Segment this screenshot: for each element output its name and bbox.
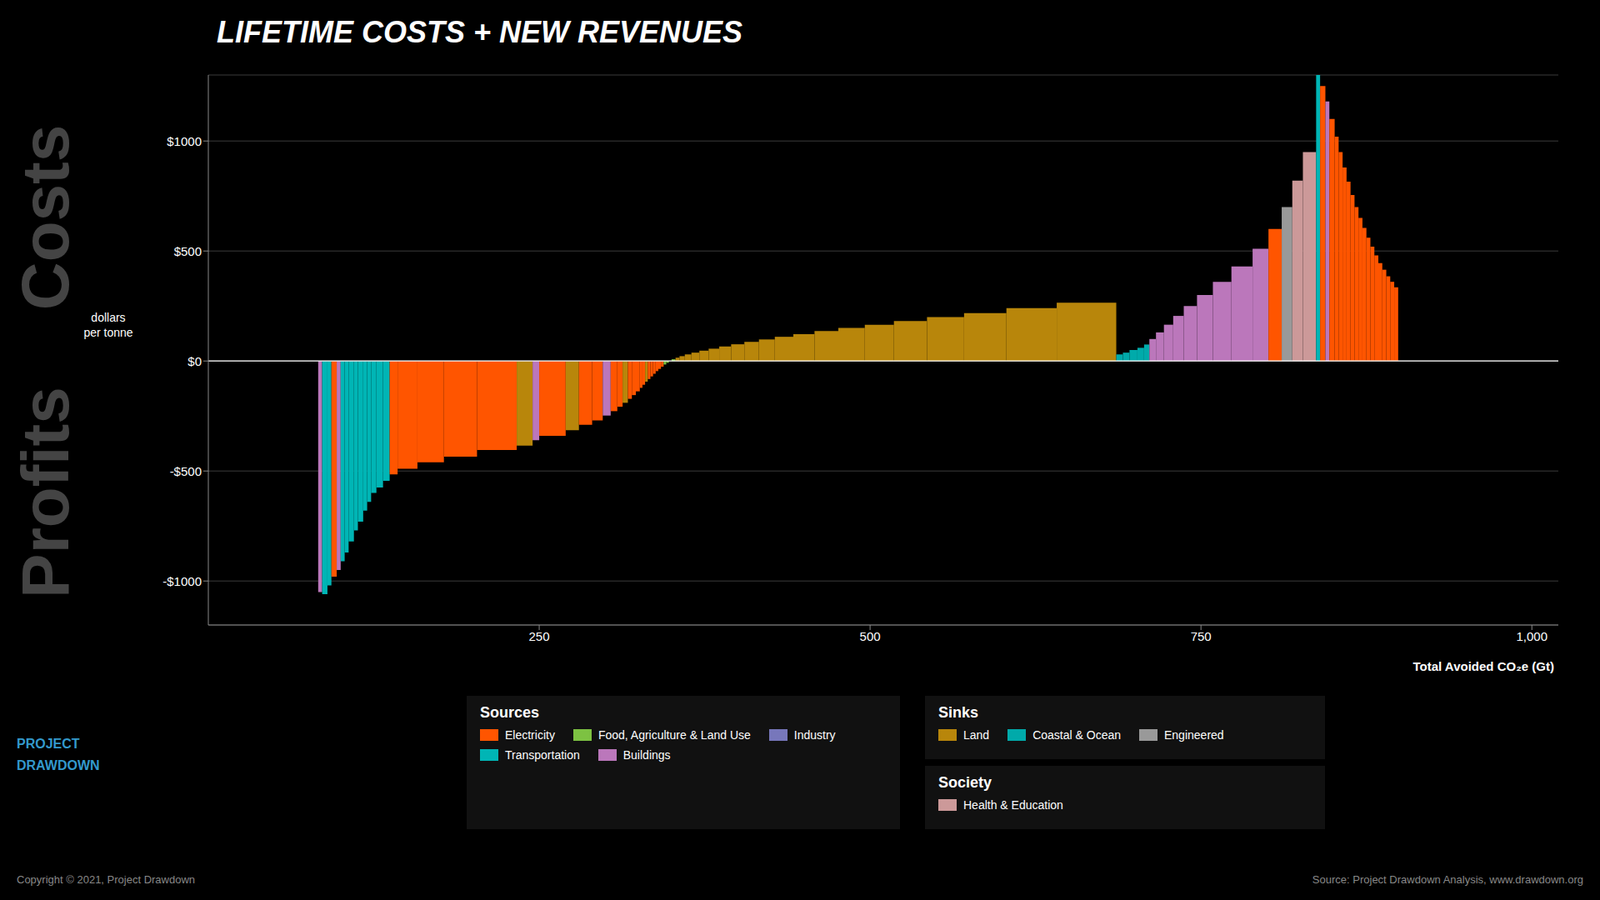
html-text:PROJECT: PROJECT [16,736,80,751]
html-text:per tonne: per tonne [83,325,133,339]
html-text:Electricity: Electricity [505,728,555,742]
svg-text:1,000: 1,000 [1515,629,1548,644]
svg-text:250: 250 [529,629,550,644]
html-text:Society: Society [938,774,992,791]
html-text:dollars: dollars [91,310,126,324]
html-text:Coastal & Ocean: Coastal & Ocean [1032,728,1121,742]
html-text:Health & Education: Health & Education [963,798,1064,812]
svg-text:500: 500 [860,629,881,644]
html-text:Land: Land [963,728,990,742]
html-text:Costs: Costs [8,124,83,311]
html-text:Profits: Profits [8,386,83,599]
html-text:Source: Project Drawdown Analy: Source: Project Drawdown Analysis, www.d… [1312,873,1584,886]
html-text:Engineered: Engineered [1164,728,1224,742]
svg-text:$500: $500 [174,244,202,259]
svg-text:-$1000: -$1000 [162,574,202,589]
svg-text:$1000: $1000 [166,134,202,149]
svg-text:-$500: -$500 [170,464,202,479]
svg-text:750: 750 [1190,629,1212,644]
html-text:Sinks: Sinks [938,704,979,721]
html-text:Industry: Industry [794,728,836,742]
html-text:LIFETIME COSTS + NEW REVENUES: LIFETIME COSTS + NEW REVENUES [216,15,743,50]
html-text:DRAWDOWN: DRAWDOWN [16,758,100,773]
svg-text:$0: $0 [187,354,202,369]
html-text:Transportation: Transportation [505,748,580,762]
html-text:Buildings: Buildings [623,748,671,762]
svg-text:Total Avoided CO₂e (Gt): Total Avoided CO₂e (Gt) [1413,659,1555,674]
html-text:Food, Agriculture & Land Use: Food, Agriculture & Land Use [598,728,751,742]
html-text:Sources: Sources [480,704,540,721]
html-text:Copyright © 2021, Project Draw: Copyright © 2021, Project Drawdown [16,873,196,886]
